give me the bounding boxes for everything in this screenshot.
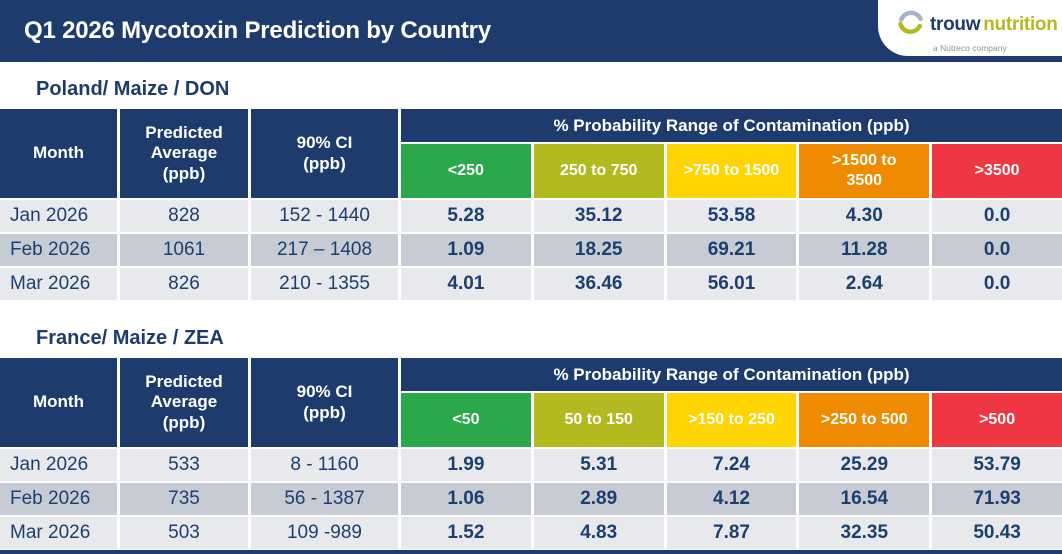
column-header-month: Month [0, 358, 117, 447]
ci-cell: 8 - 1160 [251, 449, 398, 481]
probability-cell: 53.58 [666, 200, 797, 232]
probability-cell: 18.25 [533, 234, 664, 266]
column-header-month: Month [0, 109, 117, 198]
probability-cell: 0.0 [932, 234, 1062, 266]
ci-cell: 109 -989 [251, 517, 398, 549]
month-cell: Jan 2026 [0, 449, 117, 481]
logo-brand-primary: trouw [930, 14, 981, 35]
range-header-3: >150 to 250 [666, 393, 797, 447]
probability-cell: 1.06 [401, 483, 531, 515]
probability-cell: 16.54 [799, 483, 930, 515]
section-title-france: France/ Maize / ZEA [36, 327, 224, 349]
logo-panel: trouw nutrition a Nutreco company [878, 0, 1062, 56]
predicted-average-cell: 735 [120, 483, 248, 515]
probability-cell: 0.0 [932, 268, 1062, 300]
probability-cell: 7.24 [666, 449, 797, 481]
logo-brand-secondary: nutrition [983, 14, 1058, 35]
probability-cell: 5.31 [533, 449, 664, 481]
ci-cell: 217 – 1408 [251, 234, 398, 266]
column-header-probability-range: % Probability Range of Contamination (pp… [401, 358, 1062, 391]
logo-row: trouw nutrition [896, 8, 1062, 42]
predicted-average-cell: 533 [120, 449, 248, 481]
probability-cell: 1.09 [401, 234, 531, 266]
range-header-2: 50 to 150 [533, 393, 664, 447]
column-header-ci: 90% CI (ppb) [251, 109, 398, 198]
probability-cell: 1.52 [401, 517, 531, 549]
range-header-1: <250 [401, 144, 531, 198]
ci-cell: 210 - 1355 [251, 268, 398, 300]
predicted-average-cell: 503 [120, 517, 248, 549]
column-header-probability-range: % Probability Range of Contamination (pp… [401, 109, 1062, 142]
data-table-france: Month Predicted Average (ppb) 90% CI (pp… [0, 358, 1062, 549]
range-header-1: <50 [401, 393, 531, 447]
range-header-2: 250 to 750 [533, 144, 664, 198]
probability-cell: 50.43 [932, 517, 1062, 549]
probability-cell: 7.87 [666, 517, 797, 549]
column-header-predicted-average: Predicted Average (ppb) [120, 109, 248, 198]
column-header-ci: 90% CI (ppb) [251, 358, 398, 447]
predicted-average-cell: 1061 [120, 234, 248, 266]
month-cell: Feb 2026 [0, 483, 117, 515]
probability-cell: 4.30 [799, 200, 930, 232]
range-header-5: >500 [932, 393, 1062, 447]
ci-cell: 56 - 1387 [251, 483, 398, 515]
range-header-4: >250 to 500 [799, 393, 930, 447]
probability-cell: 32.35 [799, 517, 930, 549]
logo-wordmark: trouw nutrition [930, 14, 1058, 36]
section-poland-maize-don: Poland/ Maize / DON Month Predicted Aver… [0, 75, 1062, 300]
trouw-nutrition-ring-icon [896, 8, 925, 42]
probability-cell: 71.93 [932, 483, 1062, 515]
probability-cell: 35.12 [533, 200, 664, 232]
probability-cell: 56.01 [666, 268, 797, 300]
section-title-poland: Poland/ Maize / DON [36, 78, 230, 100]
probability-cell: 53.79 [932, 449, 1062, 481]
probability-cell: 0.0 [932, 200, 1062, 232]
probability-cell: 2.64 [799, 268, 930, 300]
month-cell: Jan 2026 [0, 200, 117, 232]
predicted-average-cell: 828 [120, 200, 248, 232]
probability-cell: 4.12 [666, 483, 797, 515]
probability-cell: 4.01 [401, 268, 531, 300]
section-france-maize-zea: France/ Maize / ZEA Month Predicted Aver… [0, 324, 1062, 549]
column-header-predicted-average: Predicted Average (ppb) [120, 358, 248, 447]
probability-cell: 1.99 [401, 449, 531, 481]
month-cell: Feb 2026 [0, 234, 117, 266]
probability-cell: 5.28 [401, 200, 531, 232]
probability-cell: 2.89 [533, 483, 664, 515]
range-header-3: >750 to 1500 [666, 144, 797, 198]
range-header-5: >3500 [932, 144, 1062, 198]
range-header-4: >1500 to 3500 [799, 144, 930, 198]
probability-cell: 4.83 [533, 517, 664, 549]
month-cell: Mar 2026 [0, 517, 117, 549]
logo-tagline: a Nutreco company [933, 43, 1007, 53]
ci-cell: 152 - 1440 [251, 200, 398, 232]
probability-cell: 69.21 [666, 234, 797, 266]
month-cell: Mar 2026 [0, 268, 117, 300]
bottom-strip [0, 550, 1062, 554]
probability-cell: 36.46 [533, 268, 664, 300]
data-table-poland: Month Predicted Average (ppb) 90% CI (pp… [0, 109, 1062, 300]
page-title: Q1 2026 Mycotoxin Prediction by Country [24, 17, 491, 44]
probability-cell: 25.29 [799, 449, 930, 481]
probability-cell: 11.28 [799, 234, 930, 266]
predicted-average-cell: 826 [120, 268, 248, 300]
header-bar: Q1 2026 Mycotoxin Prediction by Country … [0, 0, 1062, 62]
